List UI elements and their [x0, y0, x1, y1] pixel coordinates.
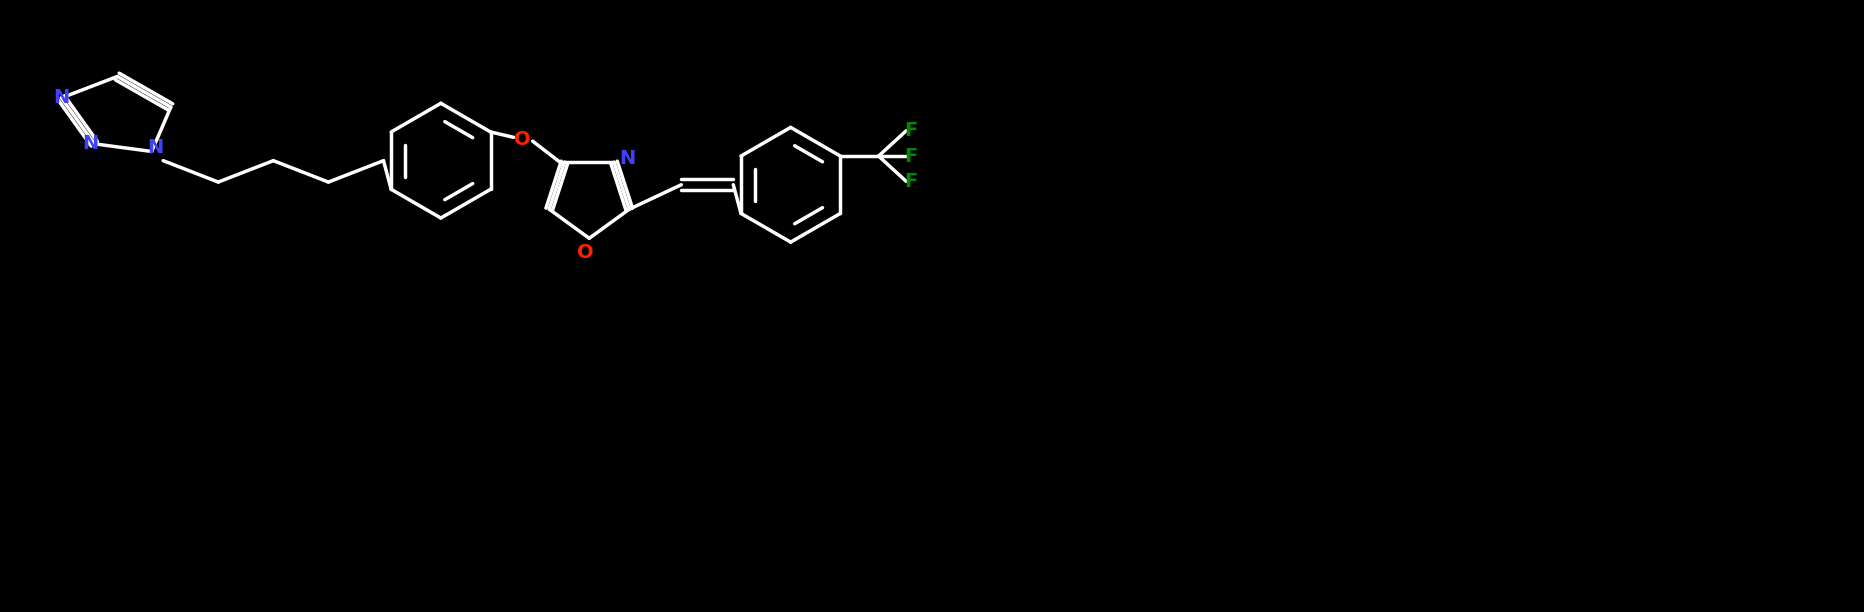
Text: N: N [82, 134, 99, 154]
Text: O: O [514, 130, 531, 149]
Text: N: N [54, 88, 69, 108]
Text: N: N [147, 138, 164, 157]
Text: F: F [904, 172, 917, 191]
Text: O: O [578, 242, 595, 261]
Text: N: N [619, 149, 636, 168]
Text: F: F [904, 121, 917, 140]
Text: F: F [904, 146, 917, 166]
